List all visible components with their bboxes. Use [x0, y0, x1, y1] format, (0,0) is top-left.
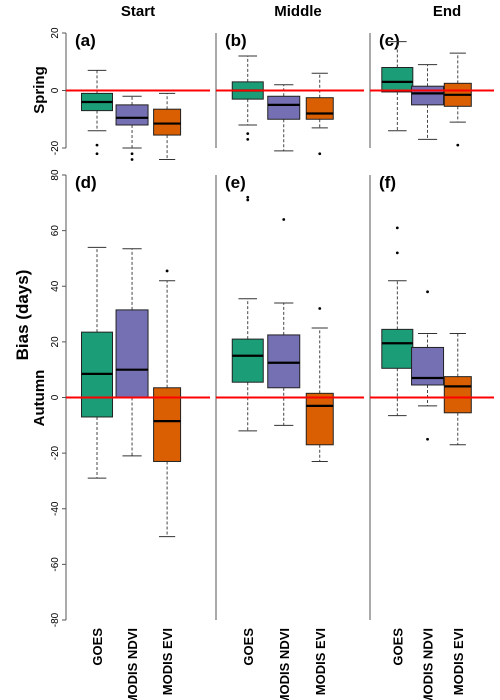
outlier-point [318, 152, 322, 156]
box-e-goes [231, 195, 264, 432]
outlier-point [246, 195, 250, 199]
column-title-middle: Middle [274, 3, 322, 20]
box-body [381, 328, 414, 369]
panel-label-b: (b) [225, 31, 247, 50]
box-b-modis-evi [305, 72, 334, 156]
y-tick-label: 20 [50, 27, 61, 39]
box-body [115, 104, 149, 126]
y-tick-label: 60 [50, 225, 61, 237]
outlier-point [95, 143, 99, 147]
outlier-point [395, 251, 399, 255]
box-a-modis-ndvi [115, 95, 149, 161]
box-a-modis-evi [153, 92, 182, 160]
box-c-modis-evi [443, 52, 472, 147]
y-tick-label: -20 [50, 140, 61, 155]
box-a-goes [81, 69, 114, 156]
box-f-modis-evi [443, 333, 472, 446]
category-label: MODIS EVI [160, 628, 175, 695]
category-label: GOES [390, 628, 405, 666]
category-label: MODIS NDVI [421, 628, 436, 700]
outlier-point [318, 307, 322, 310]
box-body [305, 97, 334, 120]
box-d-modis-evi [153, 269, 182, 538]
y-tick-label: 0 [50, 87, 61, 93]
outlier-point [395, 226, 399, 230]
box-body [305, 392, 334, 446]
box-f-modis-ndvi [411, 290, 445, 441]
box-body [231, 338, 264, 383]
box-body [411, 346, 445, 386]
box-body [153, 108, 182, 136]
category-label: MODIS EVI [451, 628, 466, 695]
category-label: GOES [241, 628, 256, 666]
box-e-modis-evi [305, 307, 334, 462]
y-tick-label: 80 [50, 169, 61, 181]
box-c-goes [381, 41, 414, 132]
y-axis-title: Bias (days) [13, 270, 32, 361]
box-body [267, 334, 301, 389]
panel-label-d: (d) [75, 173, 97, 192]
plot-layer: -20 0 20 -80 -60 -40 -20 0 20 40 60 80 (a) (b) (c) (d) (… [50, 27, 494, 700]
row-label-spring: Spring [31, 66, 48, 114]
panel-label-f: (f) [379, 173, 396, 192]
column-title-start: Start [121, 3, 155, 20]
column-title-end: End [433, 3, 461, 20]
panel-label-c: (c) [379, 31, 400, 50]
box-c-modis-ndvi [411, 64, 445, 140]
outlier-point [130, 158, 134, 161]
box-f-goes [381, 226, 414, 417]
outlier-point [246, 132, 250, 136]
outlier-point [130, 152, 134, 156]
box-body [267, 95, 301, 120]
box-body [411, 85, 445, 106]
box-b-goes [231, 55, 264, 141]
outlier-point [246, 137, 250, 141]
box-b-modis-ndvi [267, 84, 301, 152]
outlier-point [95, 152, 99, 156]
y-tick-label: -60 [50, 557, 61, 572]
box-e-modis-ndvi [267, 218, 301, 426]
category-label: MODIS NDVI [277, 628, 292, 700]
y-tick-label: -80 [50, 612, 61, 627]
outlier-point [426, 290, 429, 294]
box-body [115, 309, 149, 398]
outlier-point [282, 218, 286, 221]
box-body [381, 67, 414, 93]
y-tick-label: 20 [50, 336, 61, 348]
y-tick-label: 0 [50, 394, 61, 400]
category-label: MODIS NDVI [125, 628, 140, 700]
panel-label-a: (a) [75, 31, 96, 50]
box-d-goes [81, 246, 114, 479]
outlier-point [456, 143, 460, 147]
row-label-autumn: Autumn [31, 370, 48, 427]
box-body [153, 387, 182, 462]
y-tick-label: 40 [50, 280, 61, 292]
panel-label-e: (e) [225, 173, 246, 192]
box-d-modis-ndvi [115, 248, 149, 457]
category-label: GOES [90, 628, 105, 666]
outlier-point [426, 437, 429, 441]
outlier-point [246, 198, 250, 202]
y-tick-label: -20 [50, 445, 61, 460]
y-tick-label: -40 [50, 501, 61, 516]
category-label: MODIS EVI [313, 628, 328, 695]
outlier-point [165, 269, 169, 273]
box-body [443, 376, 472, 414]
